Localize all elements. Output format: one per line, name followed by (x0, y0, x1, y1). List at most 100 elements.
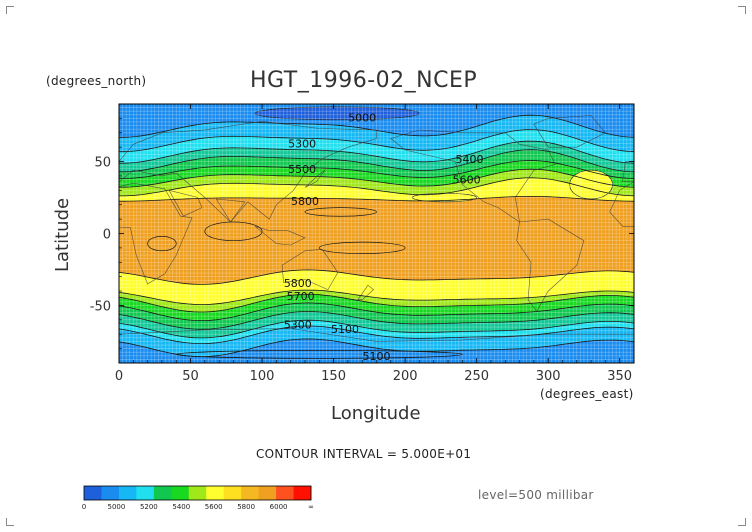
x-axis-units: (degrees_east) (540, 387, 634, 401)
colorbar-swatch-6 (188, 486, 207, 500)
colorbar-swatch-2 (118, 486, 137, 500)
corner-mark-bottom-left (6, 518, 14, 526)
colorbar-swatch-7 (206, 486, 225, 500)
contour-line (119, 177, 634, 197)
x-tick-label: 50 (182, 369, 199, 384)
contour-loop-0 (204, 221, 263, 242)
continent-nz (357, 284, 375, 300)
continent-europe-wrap (622, 161, 634, 182)
chart-title: HGT_1996-02_NCEP (250, 68, 478, 93)
contour-line (119, 319, 634, 339)
y-tick-label: 0 (103, 228, 111, 243)
contour-line (119, 129, 634, 153)
x-tick-label: 300 (536, 369, 561, 384)
colorbar-swatch-10 (258, 486, 277, 500)
level-text: level=500 millibar (478, 488, 594, 502)
colorbar-label-4: 5600 (205, 503, 223, 511)
continent-north-america (390, 129, 556, 223)
colorbar-swatch-4 (153, 486, 172, 500)
colorbar-label-2: 5200 (140, 503, 158, 511)
x-tick-label: 350 (607, 369, 632, 384)
x-tick-label: 0 (115, 369, 123, 384)
colorbar-label-3: 5400 (172, 503, 190, 511)
colorbar: 0 5000 5200 5400 5600 5800 6000 ∞ (82, 485, 314, 511)
contour-label-3: 5800 (291, 195, 319, 208)
contour-loop-antarctic (175, 349, 463, 359)
contour-band-11 (119, 160, 634, 188)
contour-line (119, 269, 634, 285)
contour-band-16 (119, 104, 634, 138)
x-axis-label: Longitude (331, 403, 421, 424)
continent-europe-asia (119, 120, 377, 223)
contour-line (119, 311, 634, 330)
contour-line (119, 325, 634, 344)
contour-label-9: 5100 (331, 323, 359, 336)
contour-line (119, 293, 634, 313)
axes: 0 50 100 150 200 250 300 350 50 0 -50 (90, 103, 635, 384)
contour-line (119, 168, 634, 188)
contour-band-5 (119, 294, 634, 321)
colorbar-swatch-9 (241, 486, 260, 500)
y-tick-label: -50 (90, 299, 111, 314)
contour-label-8: 5300 (284, 319, 312, 332)
contour-line (119, 289, 634, 305)
continent-south-america (516, 218, 585, 312)
contour-band-2 (119, 320, 634, 344)
continent-antarctica (119, 328, 634, 363)
contour-label-1: 5300 (288, 137, 316, 150)
contour-label-10: 5100 (363, 350, 391, 363)
contour-line (119, 196, 634, 202)
corner-mark-top-right (738, 6, 746, 14)
y-tick-label: 50 (94, 156, 111, 171)
contour-band-6 (119, 290, 634, 312)
contour-label-6: 5800 (284, 277, 312, 290)
colorbar-swatch-8 (223, 486, 242, 500)
x-tick-label: 150 (321, 369, 346, 384)
continent-japan (304, 169, 326, 188)
contour-band-3 (119, 311, 634, 338)
contour-label-5: 5600 (453, 173, 481, 186)
feature-arctic-low (254, 106, 420, 121)
contour-band-10 (119, 169, 634, 196)
continent-africa (119, 182, 193, 285)
continent-india (215, 198, 246, 223)
contour-label-7: 5700 (287, 290, 315, 303)
colorbar-label-1: 5000 (108, 503, 126, 511)
colorbar-label-6: 6000 (270, 503, 288, 511)
continent-indonesia (254, 226, 306, 246)
contour-line (119, 160, 634, 179)
contour-interval-text: CONTOUR INTERVAL = 5.000E+01 (256, 447, 472, 461)
continent-australia (281, 248, 339, 290)
contour-loop-1 (318, 241, 406, 254)
colorbar-swatch-12 (293, 486, 312, 500)
colorbar-swatch-0 (84, 486, 102, 500)
contour-line (119, 302, 634, 321)
colorbar-label-7: ∞ (308, 503, 314, 511)
continent-arabia (168, 189, 203, 217)
colorbar-label-0: 0 (82, 503, 86, 511)
contour-line (119, 140, 634, 164)
colorbar-swatch-5 (171, 486, 190, 500)
contour-loop-2 (304, 207, 377, 217)
continent-africa-wrap (609, 181, 634, 227)
contour-band-8 (119, 196, 634, 285)
contour-label-0: 5000 (348, 111, 376, 124)
x-tick-label: 250 (464, 369, 489, 384)
contour-label-2: 5500 (288, 163, 316, 176)
contour-band-14 (119, 129, 634, 164)
contour-loop-3 (147, 236, 177, 252)
y-axis-units: (degrees_north) (46, 74, 147, 88)
colorbar-swatch-3 (136, 486, 155, 500)
colorbar-frame (83, 485, 312, 501)
colorbar-swatch-11 (276, 486, 294, 500)
corner-mark-bottom-right (738, 518, 746, 526)
x-tick-label: 100 (250, 369, 275, 384)
contour-label-4: 5400 (455, 153, 483, 166)
colorbar-swatch-1 (101, 486, 120, 500)
contour-line (119, 149, 634, 173)
contour-band-4 (119, 302, 634, 330)
corner-mark-top-left (6, 6, 14, 14)
